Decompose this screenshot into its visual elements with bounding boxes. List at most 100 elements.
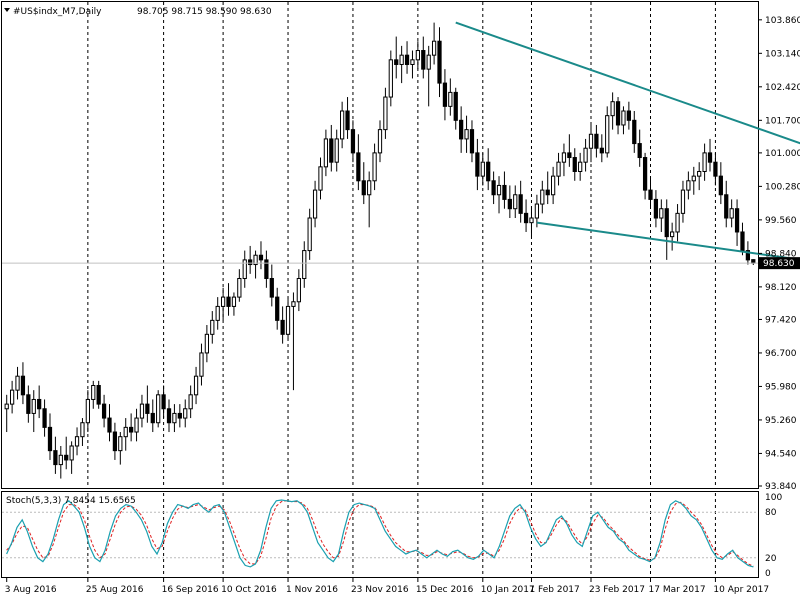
stoch-tick-label: 80	[765, 508, 777, 518]
candle	[578, 152, 583, 181]
candle	[718, 162, 723, 205]
candle	[415, 41, 420, 70]
price-tick-label: 95.980	[765, 382, 797, 392]
price-tick-label: 96.700	[765, 349, 797, 359]
candle	[242, 250, 247, 288]
candle-body-bull	[123, 426, 128, 438]
candle-body-bull	[670, 231, 675, 238]
candle-body-bull	[697, 170, 702, 177]
candle-body-bear	[177, 412, 182, 419]
candle	[199, 343, 204, 386]
candle-body-bull	[621, 110, 626, 126]
candle	[394, 36, 399, 79]
price-tick-label: 94.540	[765, 449, 797, 459]
candle-body-bear	[518, 194, 523, 214]
candle	[513, 185, 518, 219]
candle-body-bear	[572, 157, 577, 172]
candle-body-bull	[210, 319, 215, 335]
candle	[637, 129, 642, 167]
candle	[134, 408, 139, 442]
candle-body-bear	[642, 157, 648, 191]
candle	[296, 269, 301, 312]
candle	[377, 120, 383, 163]
candle	[518, 180, 523, 223]
candle	[129, 413, 134, 442]
candle	[388, 50, 393, 107]
candle-body-bull	[464, 129, 469, 140]
candle	[91, 380, 96, 409]
candle	[588, 124, 594, 163]
candle-body-bear	[248, 259, 253, 266]
candle	[139, 394, 145, 428]
candle-body-bull	[199, 352, 204, 377]
candle-body-bear	[523, 212, 529, 224]
candle	[47, 413, 53, 460]
candle	[9, 380, 15, 414]
candle-body-bear	[507, 198, 512, 210]
candle-body-bull	[377, 129, 383, 154]
candle-body-bear	[745, 250, 751, 261]
candle-body-bear	[269, 277, 274, 298]
candle-body-bear	[145, 403, 150, 414]
candle	[507, 185, 512, 219]
candle-body-bear	[437, 40, 442, 84]
candle-body-bull	[74, 436, 80, 447]
stoch-tick-label: 0	[765, 569, 771, 579]
candle	[691, 166, 696, 195]
candle	[172, 404, 177, 433]
time-tick-label: 1 Feb 2017	[529, 585, 579, 595]
candle	[215, 297, 220, 330]
candle-body-bull	[15, 375, 20, 391]
candle-body-bull	[134, 417, 139, 433]
candle	[280, 306, 285, 344]
candle-body-bull	[550, 175, 556, 196]
candle-body-bull	[312, 189, 318, 219]
candle	[675, 204, 680, 242]
candle	[253, 250, 258, 279]
candle	[356, 134, 361, 191]
candle-body-bull	[9, 389, 15, 405]
candle	[399, 45, 404, 84]
candle	[653, 190, 659, 228]
chart-header-arrow-icon	[4, 8, 10, 12]
candle-body-bear	[734, 208, 740, 233]
candle-body-bull	[659, 208, 664, 219]
candle-body-bear	[404, 54, 410, 65]
candle-body-bull	[58, 454, 63, 466]
time-tick-label: 10 Oct 2016	[221, 585, 277, 595]
candle	[302, 241, 307, 288]
candle-body-bull	[513, 194, 518, 210]
candle-body-bear	[101, 403, 107, 419]
candle	[361, 162, 366, 205]
candle-body-bear	[459, 119, 464, 140]
candle-body-bear	[361, 180, 366, 196]
candle	[594, 124, 599, 158]
candle	[502, 171, 507, 209]
price-tick-label: 100.280	[765, 182, 800, 192]
trendline[interactable]	[455, 21, 800, 156]
stoch-tick-label: 100	[765, 493, 782, 503]
candle-body-bear	[258, 254, 264, 261]
candle-body-bear	[421, 50, 426, 70]
candle-body-bull	[323, 138, 329, 168]
candle	[583, 138, 588, 172]
candle	[123, 418, 128, 451]
candle-body-bear	[150, 412, 155, 424]
candle	[496, 176, 502, 214]
price-tick-label: 93.840	[765, 482, 797, 492]
candle-body-bull	[605, 115, 610, 154]
candle	[345, 97, 350, 139]
time-tick-label: 1 Nov 2016	[286, 585, 338, 595]
candle	[150, 399, 155, 433]
candle	[85, 390, 90, 433]
candle-body-bear	[442, 82, 448, 107]
price-tick-label: 97.420	[765, 315, 797, 325]
candle-body-bear	[707, 152, 713, 163]
candle	[53, 436, 58, 474]
candle	[540, 180, 545, 214]
candle-body-bear	[96, 385, 101, 405]
candle-body-bull	[193, 375, 199, 396]
candle	[74, 427, 80, 456]
candle	[469, 120, 475, 163]
time-tick-label: 10 Apr 2017	[713, 585, 769, 595]
